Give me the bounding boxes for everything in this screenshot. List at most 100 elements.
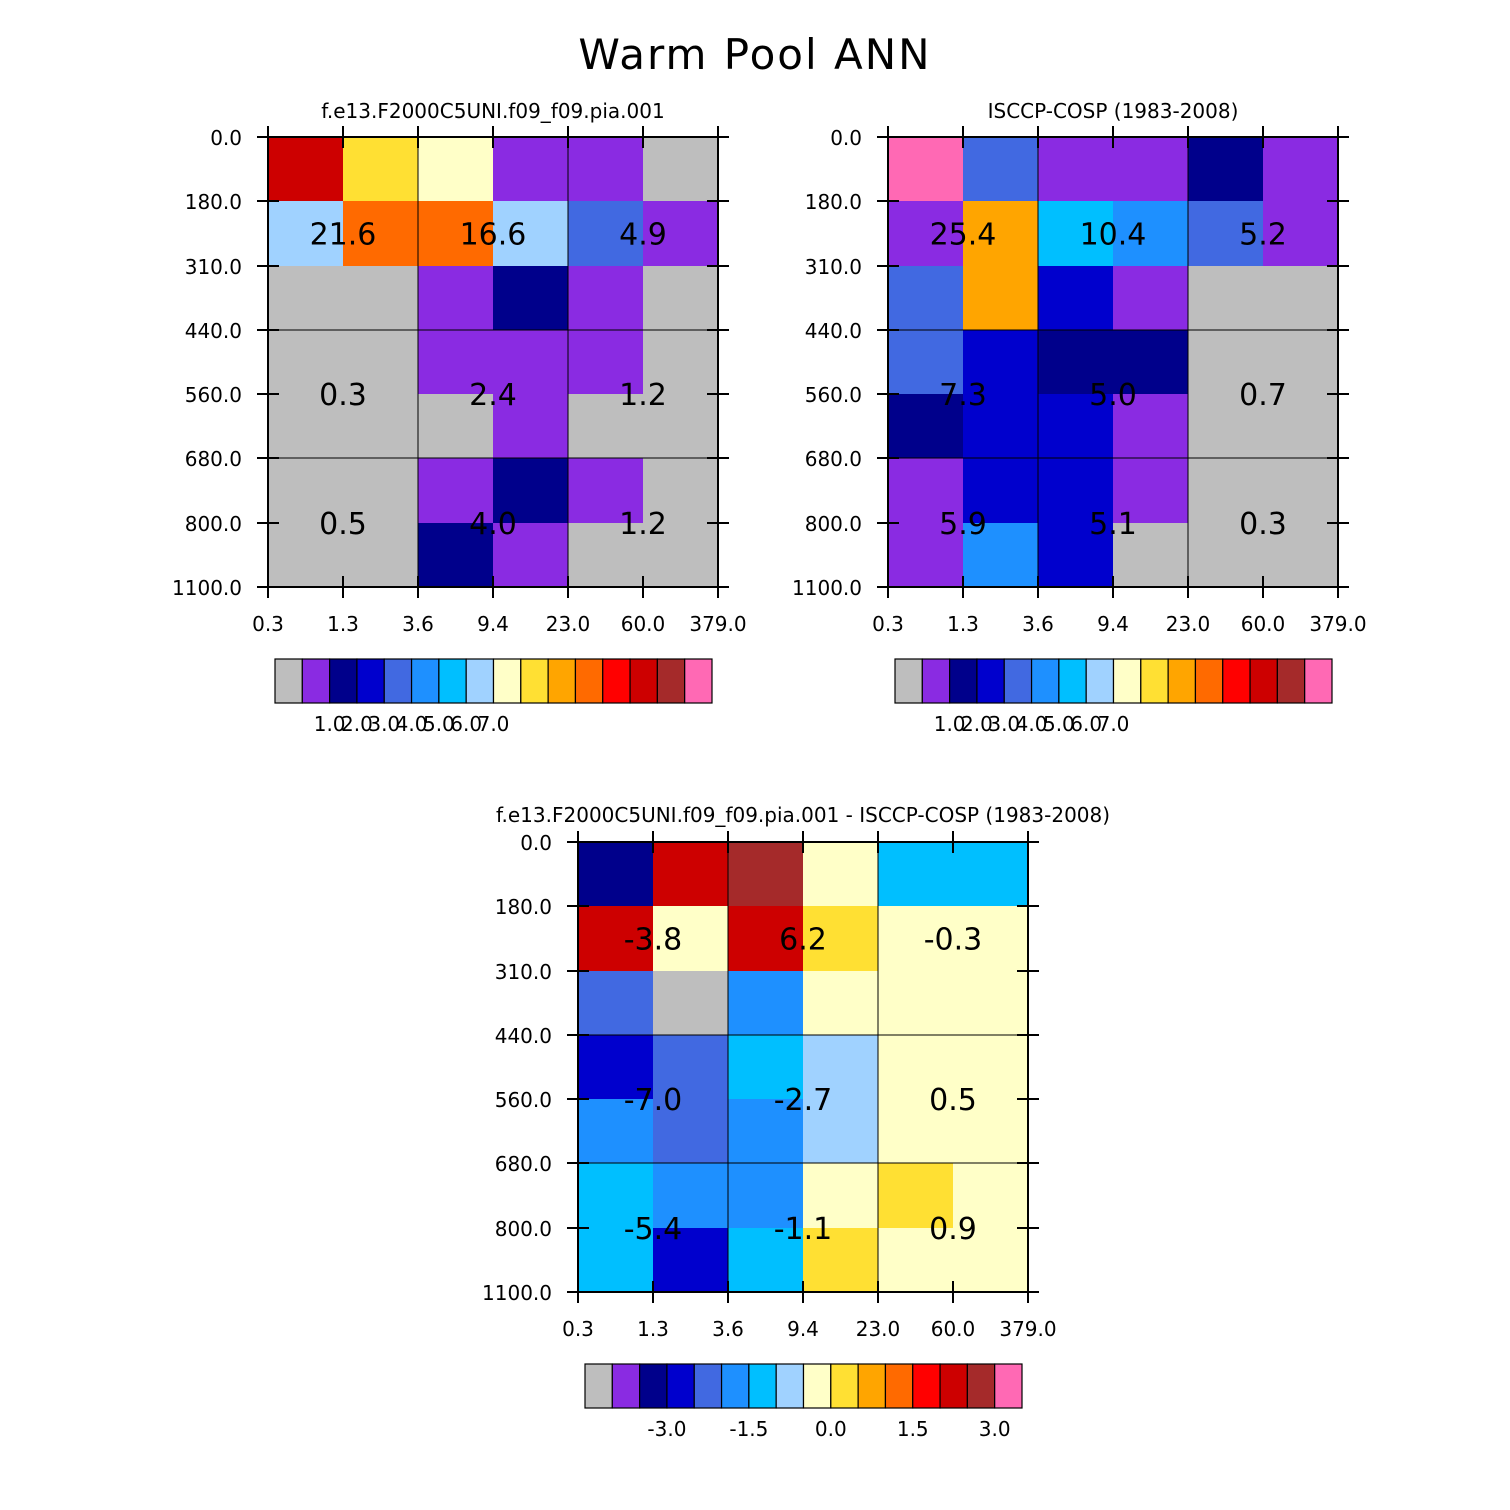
panel-title: f.e13.F2000C5UNI.f09_f09.pia.001 <box>321 99 664 123</box>
colorbar-swatch <box>356 658 385 704</box>
heatmap-cell <box>1038 201 1114 267</box>
heatmap-cell <box>343 266 419 331</box>
heatmap-cell <box>343 394 419 459</box>
cell-value-label: -2.7 <box>774 1083 833 1118</box>
colorbar-swatch <box>1003 658 1033 704</box>
colorbar-swatch <box>857 1363 887 1409</box>
cell-value-label: 21.6 <box>310 218 377 253</box>
cell-value-label: 5.2 <box>1239 218 1287 253</box>
heatmap-cell <box>653 1228 729 1293</box>
colorbar-swatch <box>1030 658 1060 704</box>
colorbar-swatch <box>629 658 658 704</box>
x-tick-label: 379.0 <box>689 612 746 636</box>
colorbar-swatch <box>438 658 467 704</box>
y-tick-label: 800.0 <box>805 512 862 536</box>
heatmap-cell <box>268 458 344 524</box>
figure-title: Warm Pool ANN <box>578 30 932 79</box>
colorbar-swatch <box>1085 658 1115 704</box>
heatmap-cell <box>1113 394 1189 459</box>
colorbar-label: 1.0 <box>314 712 346 736</box>
colorbar-swatch <box>639 1363 668 1409</box>
colorbar-swatch <box>1167 658 1197 704</box>
colorbar-swatch <box>684 658 713 704</box>
y-tick-label: 800.0 <box>185 512 242 536</box>
heatmap-cell <box>1113 137 1189 202</box>
colorbar-label: 6.0 <box>1070 712 1102 736</box>
x-tick-label: 60.0 <box>621 612 666 636</box>
heatmap-cell <box>878 1163 954 1229</box>
x-tick-label: 0.3 <box>252 612 284 636</box>
heatmap-cell <box>643 458 719 524</box>
colorbar-label: 0.0 <box>815 1417 847 1441</box>
colorbar-swatch <box>994 1363 1023 1409</box>
cell-value-label: -0.3 <box>924 923 983 958</box>
heatmap-cell <box>643 523 719 588</box>
x-tick-label: 23.0 <box>546 612 591 636</box>
heatmap-cell <box>1263 394 1339 459</box>
heatmap-cell <box>1188 330 1264 395</box>
x-tick-label: 1.3 <box>637 1317 669 1341</box>
cell-value-label: 0.7 <box>1239 378 1287 413</box>
colorbar-swatch <box>693 1363 723 1409</box>
heatmap-cell <box>803 1163 879 1229</box>
y-tick-label: 680.0 <box>185 447 242 471</box>
heatmap-cell <box>578 906 654 972</box>
heatmap-cell <box>1113 266 1189 331</box>
x-tick-label: 23.0 <box>1166 612 1211 636</box>
x-tick-label: 60.0 <box>1241 612 1286 636</box>
heatmap-cell <box>343 458 419 524</box>
cell-value-label: 1.2 <box>619 507 667 542</box>
colorbar-swatch <box>492 658 522 704</box>
heatmap-cell <box>963 137 1039 202</box>
heatmap-cell <box>803 1035 879 1100</box>
colorbar-label: 7.0 <box>478 712 510 736</box>
colorbar-swatch <box>830 1363 859 1409</box>
heatmap-cell <box>578 1099 654 1164</box>
heatmap-cell <box>953 1228 1029 1293</box>
heatmap-cell <box>878 1228 954 1293</box>
heatmap-cell <box>493 458 569 524</box>
heatmap-cell <box>953 906 1029 972</box>
x-tick-label: 0.3 <box>872 612 904 636</box>
x-tick-label: 3.6 <box>712 1317 744 1341</box>
y-tick-label: 310.0 <box>495 960 552 984</box>
colorbar-label: 2.0 <box>341 712 373 736</box>
y-tick-label: 800.0 <box>495 1217 552 1241</box>
colorbar-swatch <box>720 1363 750 1409</box>
y-tick-label: 1100.0 <box>792 576 862 600</box>
colorbar-swatch <box>602 658 631 704</box>
colorbar-swatch <box>775 1363 805 1409</box>
colorbar-swatch <box>329 658 358 704</box>
heatmap-cell <box>578 1228 654 1293</box>
y-tick-label: 440.0 <box>185 319 242 343</box>
cell-value-label: 5.9 <box>939 507 987 542</box>
y-tick-label: 310.0 <box>805 255 862 279</box>
y-tick-label: 440.0 <box>495 1024 552 1048</box>
heatmap-cell <box>1188 523 1264 588</box>
cell-value-label: 10.4 <box>1080 218 1147 253</box>
heatmap-cell <box>1263 201 1339 267</box>
cell-value-label: 0.3 <box>1239 507 1287 542</box>
cell-value-label: -3.8 <box>624 923 683 958</box>
heatmap-cell <box>653 906 729 972</box>
heatmap-cell <box>803 906 879 972</box>
cell-value-label: 0.9 <box>929 1212 977 1247</box>
x-tick-label: 3.6 <box>1022 612 1054 636</box>
heatmap-cell <box>343 523 419 588</box>
cell-value-label: 0.3 <box>319 378 367 413</box>
heatmap-cell <box>888 266 964 331</box>
colorbar-label: 3.0 <box>988 712 1020 736</box>
x-tick-label: 9.4 <box>1097 612 1129 636</box>
colorbar-swatch <box>611 1363 641 1409</box>
heatmap-cell <box>568 137 644 202</box>
colorbar-swatch <box>666 1363 695 1409</box>
heatmap-cell <box>1038 330 1114 395</box>
heatmap-cell <box>1263 266 1339 331</box>
x-tick-label: 379.0 <box>999 1317 1056 1341</box>
cell-value-label: 0.5 <box>319 507 367 542</box>
cell-value-label: 0.5 <box>929 1083 977 1118</box>
heatmap-cell <box>1188 266 1264 331</box>
cell-value-label: 25.4 <box>930 218 997 253</box>
heatmap-cell <box>953 842 1029 907</box>
